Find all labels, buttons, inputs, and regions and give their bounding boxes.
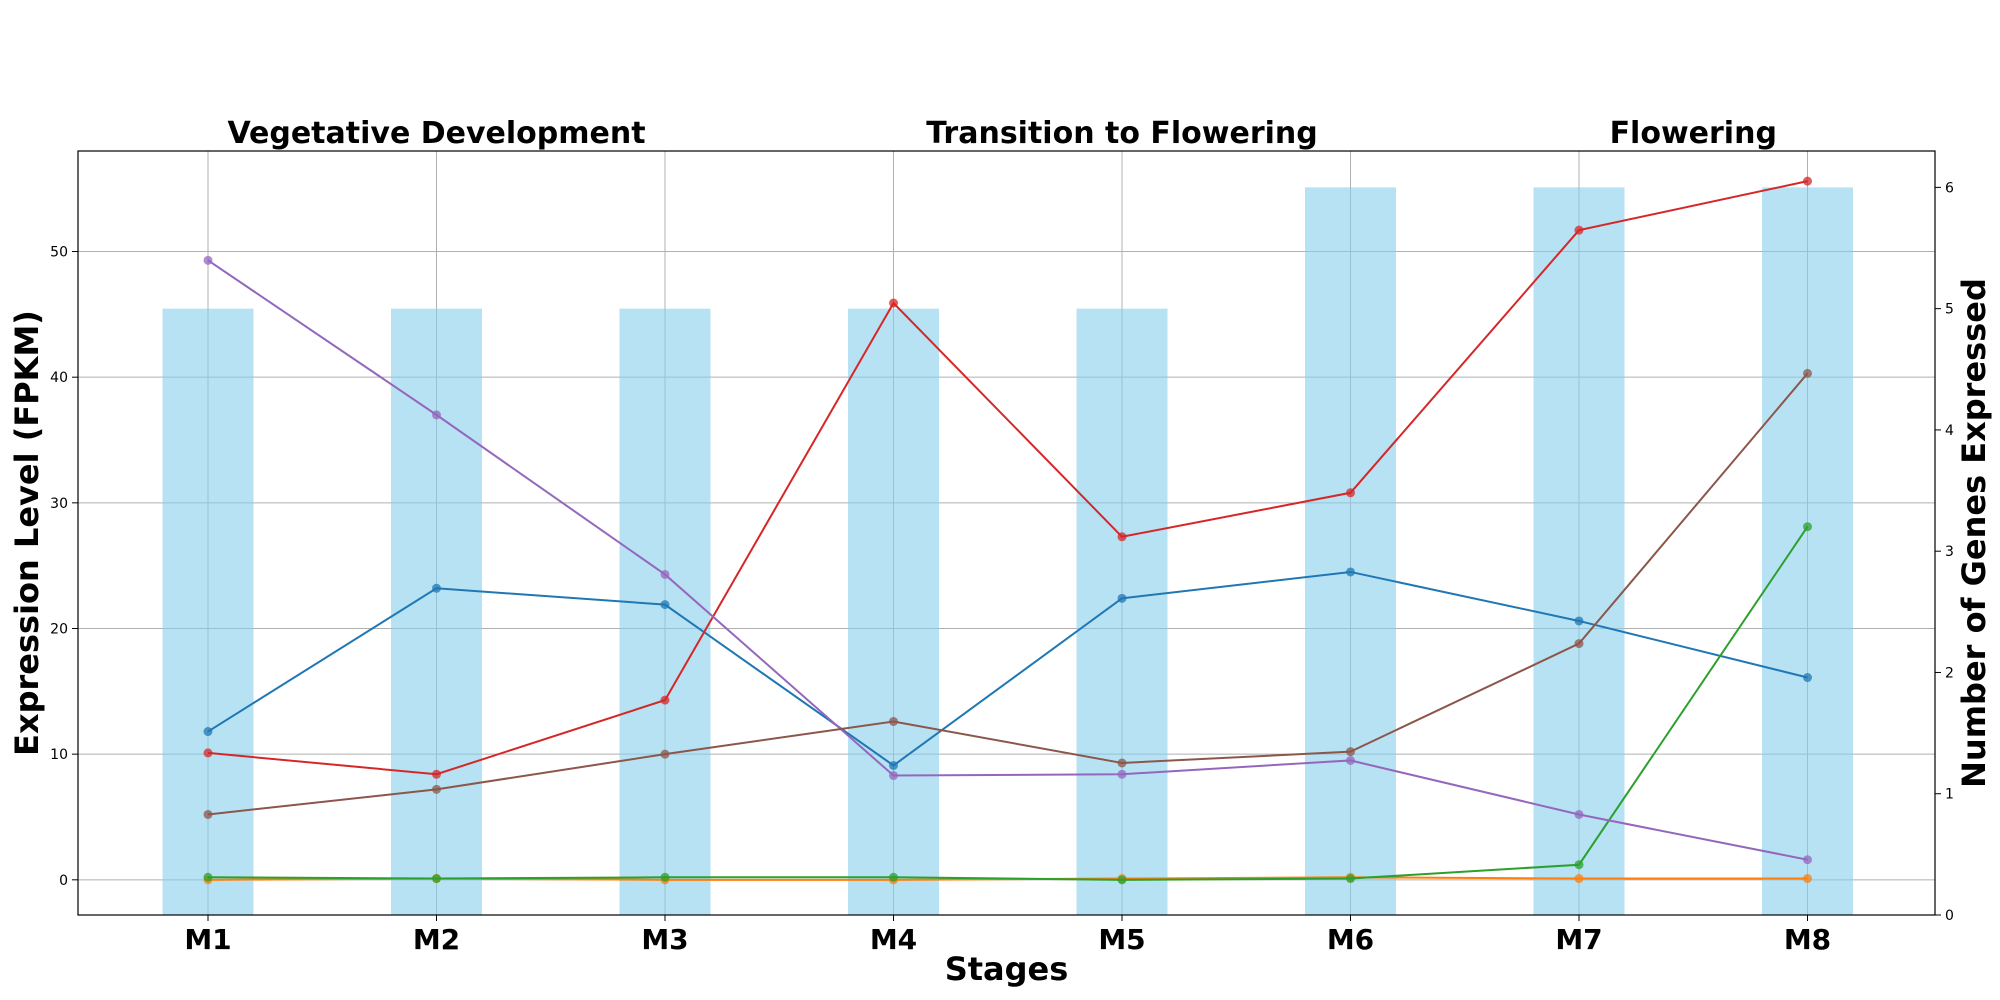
grid [78,151,1935,915]
y-tick-label: 50 [50,245,68,261]
y-tick-label: 10 [50,747,68,763]
series-3-point-M7 [1574,860,1584,870]
y2-tick-label: 5 [1945,302,1954,318]
series-6-point-M7 [1574,639,1584,649]
series-1-point-M6 [1346,567,1355,577]
y-tick-label: 20 [50,622,68,638]
series-2-point-M7 [1574,874,1584,884]
x-axis: M1 M2 M3 M4 M5 M6 M7 M8 [184,915,1831,956]
x-tick-label-M4: M4 [870,923,917,956]
phase-label-1: Vegetative Development [227,116,645,151]
series-5-point-M6 [1346,755,1355,765]
series-3-point-M4 [889,872,898,882]
bar-M5 [1076,308,1168,916]
phase-labels: Vegetative Development Transition to Flow… [227,116,1776,151]
series-3-point-M6 [1346,874,1355,884]
y-tick-label: 40 [50,370,68,386]
series-5-point-M8 [1803,855,1812,865]
series-6-point-M8 [1803,368,1812,378]
x-tick-label-M2: M2 [413,923,460,956]
phase-label-2: Transition to Flowering [926,116,1318,151]
series-3-point-M1 [203,872,213,882]
series-3-point-M2 [432,874,441,884]
series-5-point-M3 [660,569,670,579]
series-line-1 [207,570,1808,767]
line-series-group [203,176,1812,885]
series-1-point-M1 [203,727,213,737]
x-tick-label-M3: M3 [641,923,688,956]
phase-label-3: Flowering [1610,116,1777,151]
bar-M2 [391,308,482,916]
series-3-point-M5 [1117,875,1127,885]
y2-axis-label: Number of Genes Expressed [1955,278,1993,788]
series-4-point-M1 [203,748,213,758]
bar-M3 [619,308,711,916]
series-6-point-M1 [203,809,213,819]
series-4-point-M6 [1346,488,1355,498]
x-axis-label: Stages [945,950,1069,988]
bar-M8 [1762,187,1853,915]
plot-area [77,150,1936,916]
series-1-point-M5 [1117,593,1127,603]
x-tick-label-M6: M6 [1327,923,1374,956]
series-3-point-M8 [1803,522,1812,532]
series-1-point-M4 [889,760,898,770]
y-tick-label: 30 [50,496,68,512]
series-line-5 [207,259,1808,861]
series-line-4 [207,180,1808,776]
series-5-point-M7 [1574,809,1584,819]
x-tick-label-M5: M5 [1098,923,1145,956]
y2-tick-label: 3 [1945,544,1954,560]
y2-tick-label: 2 [1945,665,1954,681]
series-5-point-M4 [889,771,898,781]
right-y-axis: 0 1 2 3 4 5 6 [1935,180,1954,924]
x-tick-label-M7: M7 [1555,923,1602,956]
y-axis-label: Expression Level (FPKM) [8,310,46,756]
bar-M6 [1305,187,1396,915]
series-4-point-M3 [660,695,670,705]
series-6-point-M6 [1346,747,1355,757]
series-6-point-M3 [660,749,670,759]
series-4-point-M4 [889,298,898,308]
left-y-axis: 0 10 20 30 40 50 [50,245,78,889]
series-1-point-M3 [660,600,670,610]
series-5-point-M1 [203,255,213,265]
series-1-point-M8 [1803,673,1812,683]
bar-M1 [162,308,254,916]
series-5-point-M5 [1117,769,1127,779]
bar-series [162,187,1853,916]
series-4-point-M5 [1117,532,1127,542]
series-4-point-M7 [1574,225,1584,235]
bar-M7 [1533,187,1625,915]
y2-tick-label: 6 [1945,180,1954,196]
y2-tick-label: 4 [1945,423,1954,439]
y2-tick-label: 1 [1945,787,1954,803]
series-4-point-M2 [432,769,441,779]
series-2-point-M8 [1803,874,1812,884]
series-6-point-M4 [889,716,898,726]
series-6-point-M5 [1117,758,1127,768]
bar-M4 [848,308,939,916]
series-1-point-M7 [1574,616,1584,626]
series-line-6 [207,372,1809,816]
series-1-point-M2 [432,583,441,593]
series-line-3 [207,526,1809,881]
x-tick-label-M1: M1 [184,923,231,956]
series-4-point-M8 [1803,176,1812,186]
y2-tick-label: 0 [1945,908,1954,924]
series-6-point-M2 [432,784,441,794]
series-5-point-M2 [432,410,441,420]
series-3-point-M3 [660,872,670,882]
x-tick-label-M8: M8 [1784,923,1831,956]
y-tick-label: 0 [59,873,68,889]
